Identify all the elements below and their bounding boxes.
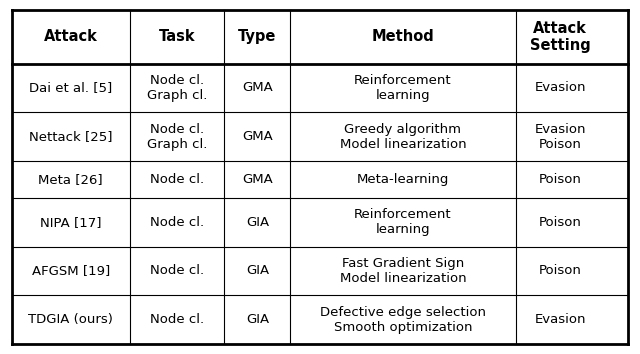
Text: Poison: Poison [539,216,582,229]
Text: Poison: Poison [539,173,582,186]
Text: Meta [26]: Meta [26] [38,173,103,186]
Text: GMA: GMA [242,81,273,95]
Text: Task: Task [159,29,195,44]
Text: GIA: GIA [246,216,269,229]
Text: Attack
Setting: Attack Setting [530,21,591,53]
Text: GMA: GMA [242,130,273,143]
Text: Attack: Attack [44,29,98,44]
Text: AFGSM [19]: AFGSM [19] [31,264,110,278]
Text: Evasion: Evasion [534,81,586,95]
Text: Reinforcement
learning: Reinforcement learning [354,74,452,102]
Text: NIPA [17]: NIPA [17] [40,216,102,229]
Text: Fast Gradient Sign
Model linearization: Fast Gradient Sign Model linearization [340,257,467,285]
Text: Meta-learning: Meta-learning [356,173,449,186]
Text: Defective edge selection
Smooth optimization: Defective edge selection Smooth optimiza… [320,306,486,334]
Text: Node cl.: Node cl. [150,173,204,186]
Text: Poison: Poison [539,264,582,278]
Text: Node cl.
Graph cl.: Node cl. Graph cl. [147,123,207,151]
Text: Greedy algorithm
Model linearization: Greedy algorithm Model linearization [340,123,467,151]
Text: Node cl.: Node cl. [150,264,204,278]
Text: Evasion: Evasion [534,313,586,326]
Text: Node cl.: Node cl. [150,313,204,326]
Text: Node cl.
Graph cl.: Node cl. Graph cl. [147,74,207,102]
Text: Method: Method [372,29,435,44]
Text: GIA: GIA [246,313,269,326]
Text: GMA: GMA [242,173,273,186]
Text: Evasion
Poison: Evasion Poison [534,123,586,151]
Text: Dai et al. [5]: Dai et al. [5] [29,81,113,95]
Text: GIA: GIA [246,264,269,278]
Text: Node cl.: Node cl. [150,216,204,229]
Text: TDGIA (ours): TDGIA (ours) [28,313,113,326]
Text: Type: Type [238,29,276,44]
Text: Reinforcement
learning: Reinforcement learning [354,208,452,236]
Text: Nettack [25]: Nettack [25] [29,130,113,143]
